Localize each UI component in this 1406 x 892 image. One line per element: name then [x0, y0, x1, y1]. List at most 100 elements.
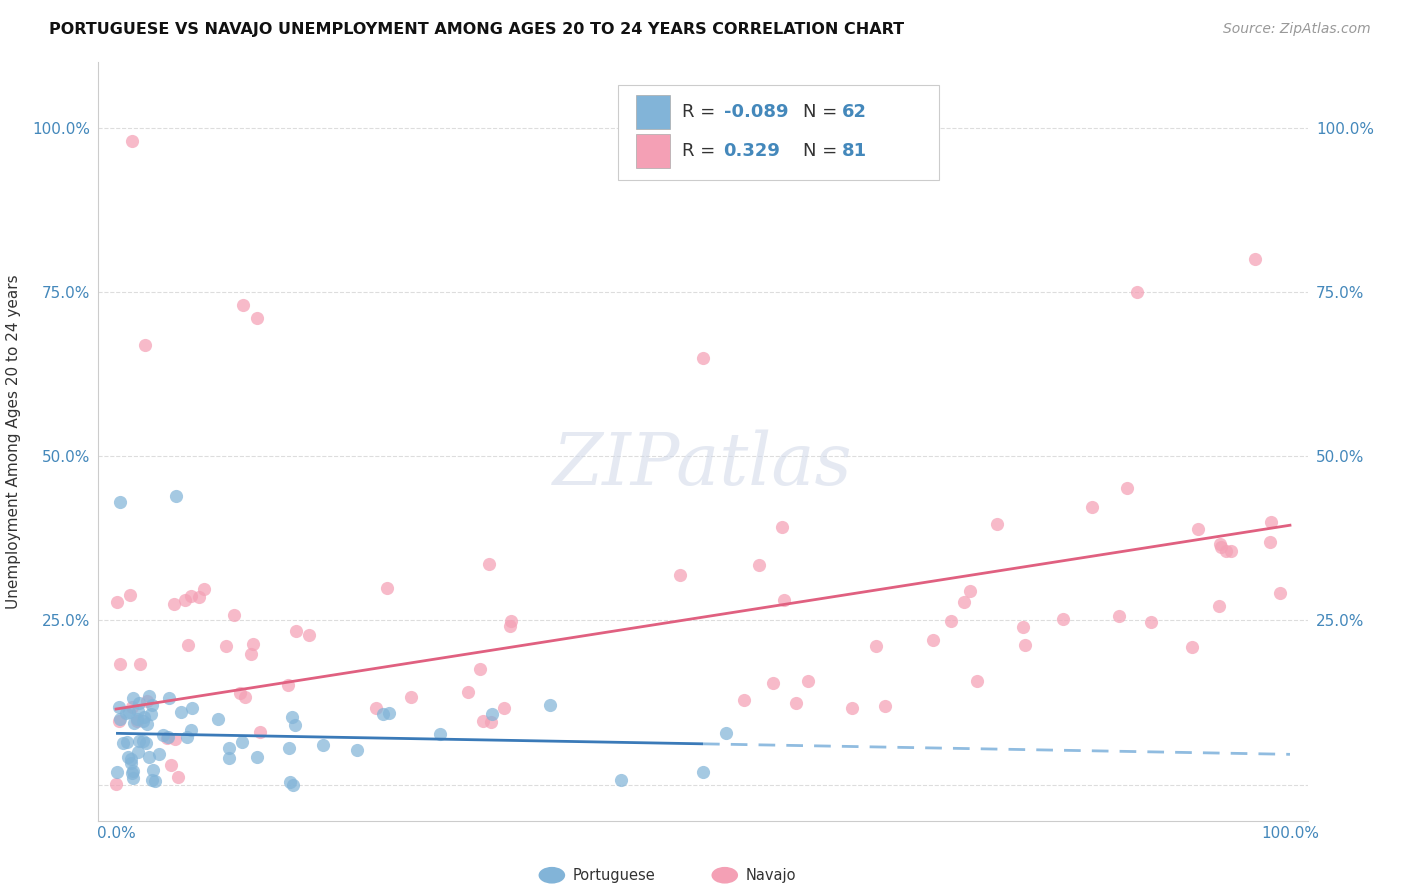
Point — [136, 694, 159, 708]
Point — [108, 700, 131, 714]
Point — [142, 763, 165, 777]
Point — [941, 614, 963, 628]
Point — [122, 772, 145, 786]
Point — [108, 657, 131, 671]
Point — [148, 747, 170, 761]
Point — [1139, 615, 1161, 629]
Point — [239, 647, 262, 661]
Point — [298, 628, 321, 642]
Point — [1181, 640, 1204, 654]
Point — [135, 736, 157, 750]
Point — [117, 750, 139, 764]
Point — [134, 710, 156, 724]
Point — [127, 712, 149, 726]
Text: R =: R = — [682, 142, 721, 161]
Point — [233, 690, 256, 705]
Point — [167, 770, 190, 784]
Point — [1052, 612, 1074, 626]
Point — [457, 685, 479, 699]
Point — [770, 520, 793, 534]
Point — [1270, 586, 1292, 600]
Point — [1115, 481, 1137, 495]
Point — [966, 674, 988, 689]
Point — [108, 495, 131, 509]
Point — [163, 731, 186, 746]
Point — [165, 489, 187, 503]
FancyBboxPatch shape — [619, 85, 939, 180]
Point — [141, 698, 163, 712]
Point — [311, 738, 333, 752]
Point — [121, 134, 143, 148]
Point — [215, 639, 238, 653]
Point — [1220, 544, 1243, 558]
Point — [375, 582, 398, 596]
Point — [733, 692, 755, 706]
Point — [193, 582, 215, 597]
Point — [156, 731, 179, 745]
Point — [121, 700, 143, 714]
Point — [120, 756, 142, 771]
Point — [141, 773, 163, 788]
Point — [1187, 522, 1209, 536]
Point — [281, 710, 304, 724]
Point — [1260, 535, 1282, 549]
Point — [145, 774, 167, 789]
Point — [401, 690, 423, 705]
Point — [364, 701, 387, 715]
Point — [1215, 544, 1237, 558]
Point — [229, 686, 252, 700]
Point — [762, 676, 785, 690]
Point — [218, 741, 240, 756]
Point — [841, 701, 863, 715]
Text: 62: 62 — [842, 103, 868, 120]
Point — [180, 723, 202, 737]
Point — [692, 351, 714, 365]
Point — [283, 778, 305, 792]
Point — [132, 734, 155, 748]
Point — [127, 745, 149, 759]
Point — [479, 714, 502, 729]
Point — [797, 674, 820, 689]
Point — [138, 749, 160, 764]
Point — [135, 717, 157, 731]
Point — [498, 619, 520, 633]
Point — [157, 691, 180, 706]
Point — [1108, 608, 1130, 623]
Point — [118, 705, 141, 719]
Point — [481, 707, 503, 722]
Point — [163, 598, 186, 612]
Point — [231, 735, 253, 749]
Text: N =: N = — [803, 103, 844, 120]
Point — [378, 706, 401, 721]
Point — [105, 764, 128, 779]
Point — [921, 633, 943, 648]
Point — [873, 698, 896, 713]
Point — [122, 691, 145, 706]
Point — [218, 751, 240, 765]
Point — [1126, 285, 1149, 300]
Circle shape — [538, 867, 565, 884]
Point — [470, 662, 492, 676]
Point — [371, 706, 394, 721]
Point — [953, 595, 976, 609]
Point — [188, 590, 211, 604]
Y-axis label: Unemployment Among Ages 20 to 24 years: Unemployment Among Ages 20 to 24 years — [6, 274, 21, 609]
Point — [610, 773, 633, 788]
Point — [180, 589, 202, 603]
Point — [170, 706, 193, 720]
Point — [181, 700, 204, 714]
Point — [478, 557, 501, 571]
Point — [492, 700, 515, 714]
Point — [125, 714, 148, 728]
Circle shape — [711, 867, 738, 884]
Point — [121, 765, 143, 780]
Point — [1081, 500, 1104, 514]
Point — [429, 727, 451, 741]
Text: R =: R = — [682, 103, 721, 120]
Point — [132, 714, 155, 728]
Point — [284, 624, 307, 638]
Point — [1208, 599, 1230, 613]
Point — [127, 704, 149, 718]
Point — [246, 311, 269, 326]
Text: 81: 81 — [842, 142, 868, 161]
